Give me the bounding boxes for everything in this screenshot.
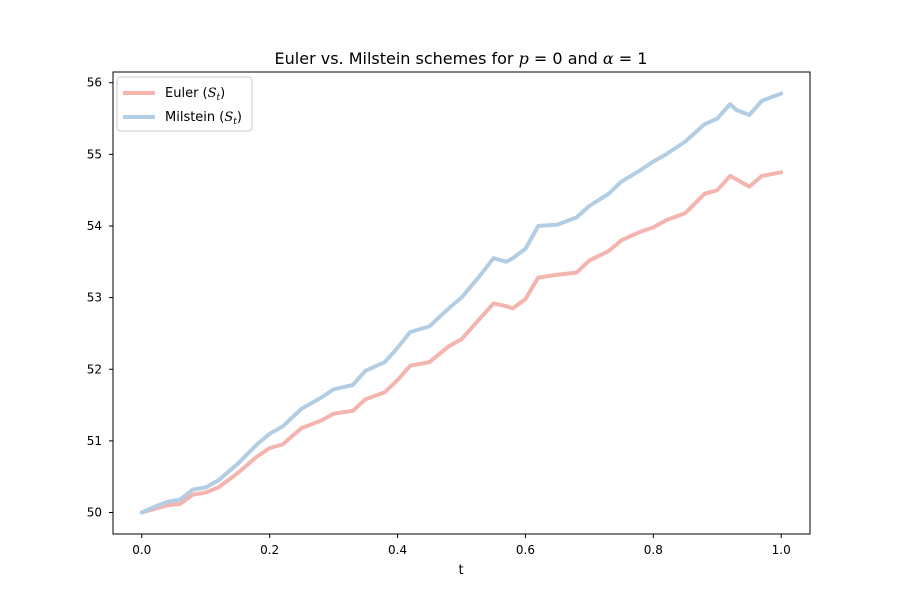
x-axis: 0.0 0.2 0.4 0.6 0.8 1.0	[132, 534, 791, 557]
legend-label-euler: Euler (St)	[165, 86, 225, 103]
series-line-euler	[139, 170, 784, 515]
plot-area-frame	[112, 71, 811, 535]
legend-milstein-end: )	[237, 110, 242, 125]
y-tick-label: 55	[87, 147, 102, 161]
x-tick-label: 0.2	[260, 543, 279, 557]
x-tick-label: 0.0	[132, 543, 151, 557]
legend-milstein-main: Milstein (	[165, 110, 224, 125]
y-tick-label: 51	[87, 434, 102, 448]
y-tick-label: 56	[87, 76, 102, 90]
x-tick-label: 0.6	[516, 543, 535, 557]
x-tick-label: 1.0	[772, 543, 791, 557]
series-line-milstein	[139, 91, 784, 515]
legend-milstein-sub: t	[233, 117, 237, 127]
legend-euler-sub: t	[217, 93, 221, 103]
y-tick-label: 54	[87, 219, 102, 233]
legend-euler-main: Euler (	[165, 86, 208, 101]
title-part-1: Euler vs. Milstein schemes for	[275, 49, 519, 68]
x-tick-label: 0.4	[388, 543, 407, 557]
y-tick-label: 52	[87, 362, 102, 376]
legend: Euler (St) Milstein (St)	[116, 76, 253, 132]
y-tick-label: 53	[87, 291, 102, 305]
legend-euler-math: S	[208, 86, 217, 101]
legend-euler-end: )	[220, 86, 225, 101]
y-axis: 50 51 52 53 54 55 56	[87, 76, 113, 520]
legend-milstein-math: S	[224, 110, 233, 125]
legend-label-milstein: Milstein (St)	[165, 110, 242, 127]
series-layer	[139, 91, 784, 515]
chart-title: Euler vs. Milstein schemes for p = 0 and…	[275, 49, 648, 68]
x-axis-label: t	[458, 563, 463, 578]
x-tick-label: 0.8	[644, 543, 663, 557]
title-part-3: = 1	[614, 49, 648, 68]
title-var-alpha: α	[603, 49, 614, 68]
title-var-p: p	[519, 49, 529, 68]
y-tick-label: 50	[87, 506, 102, 520]
title-part-2: = 0 and	[529, 49, 603, 68]
